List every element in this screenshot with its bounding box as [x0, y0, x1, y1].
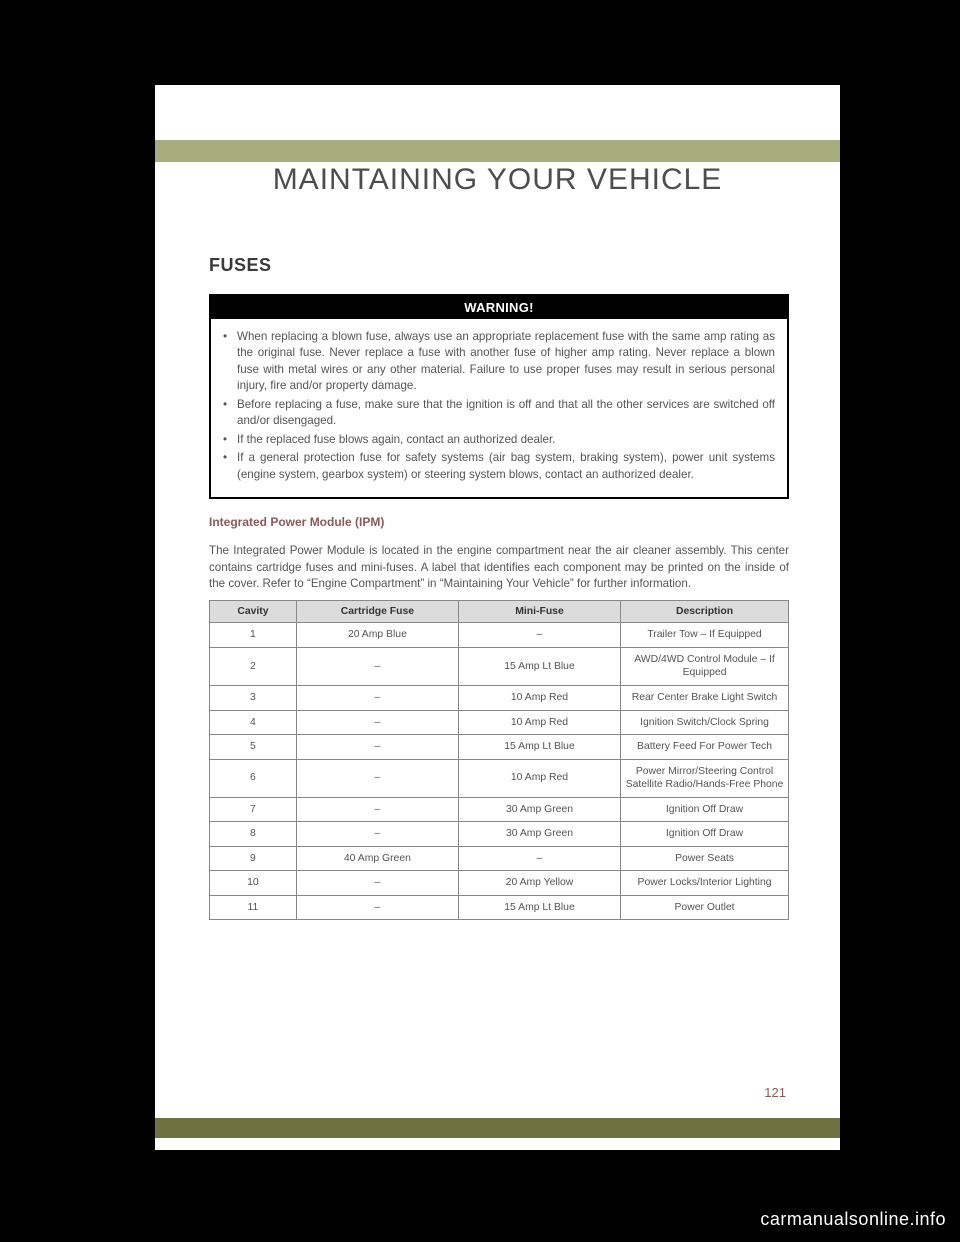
warning-item: If a general protection fuse for safety … [223, 450, 775, 483]
watermark-text: carmanualsonline.info [760, 1209, 946, 1230]
table-header: Description [621, 601, 789, 623]
table-cell: – [296, 797, 458, 822]
warning-body: When replacing a blown fuse, always use … [211, 319, 787, 497]
warning-box: WARNING! When replacing a blown fuse, al… [209, 294, 789, 499]
table-cell: – [458, 846, 620, 871]
warning-item: Before replacing a fuse, make sure that … [223, 397, 775, 430]
table-cell: Battery Feed For Power Tech [621, 735, 789, 760]
table-cell: Ignition Off Draw [621, 822, 789, 847]
warning-item: When replacing a blown fuse, always use … [223, 329, 775, 395]
fuse-table: Cavity Cartridge Fuse Mini-Fuse Descript… [209, 600, 789, 920]
table-header-row: Cavity Cartridge Fuse Mini-Fuse Descript… [210, 601, 789, 623]
table-row: 8 – 30 Amp Green Ignition Off Draw [210, 822, 789, 847]
table-row: 1 20 Amp Blue – Trailer Tow – If Equippe… [210, 623, 789, 648]
warning-header: WARNING! [211, 296, 787, 319]
page-number: 121 [764, 1085, 786, 1100]
table-cell: 9 [210, 846, 297, 871]
table-cell: 15 Amp Lt Blue [458, 895, 620, 920]
table-cell: Power Locks/Interior Lighting [621, 871, 789, 896]
table-cell: 10 Amp Red [458, 710, 620, 735]
table-cell: 20 Amp Blue [296, 623, 458, 648]
body-paragraph: The Integrated Power Module is located i… [209, 543, 789, 592]
warning-list: When replacing a blown fuse, always use … [223, 329, 775, 483]
table-row: 6 – 10 Amp Red Power Mirror/Steering Con… [210, 759, 789, 797]
table-cell: – [296, 822, 458, 847]
table-row: 11 – 15 Amp Lt Blue Power Outlet [210, 895, 789, 920]
table-cell: 10 Amp Red [458, 759, 620, 797]
table-cell: 11 [210, 895, 297, 920]
table-cell: 8 [210, 822, 297, 847]
footer-accent-bar [155, 1118, 840, 1138]
table-cell: 7 [210, 797, 297, 822]
table-cell: – [296, 895, 458, 920]
table-cell: 2 [210, 647, 297, 685]
table-row: 10 – 20 Amp Yellow Power Locks/Interior … [210, 871, 789, 896]
table-cell: – [296, 759, 458, 797]
table-row: 5 – 15 Amp Lt Blue Battery Feed For Powe… [210, 735, 789, 760]
table-header: Cavity [210, 601, 297, 623]
table-cell: 15 Amp Lt Blue [458, 647, 620, 685]
content-area: FUSES WARNING! When replacing a blown fu… [209, 255, 789, 920]
table-cell: 15 Amp Lt Blue [458, 735, 620, 760]
table-cell: 30 Amp Green [458, 797, 620, 822]
table-cell: 30 Amp Green [458, 822, 620, 847]
table-row: 7 – 30 Amp Green Ignition Off Draw [210, 797, 789, 822]
table-header: Cartridge Fuse [296, 601, 458, 623]
table-cell: Power Mirror/Steering Control Satellite … [621, 759, 789, 797]
table-cell: – [296, 735, 458, 760]
page: MAINTAINING YOUR VEHICLE FUSES WARNING! … [155, 85, 840, 1150]
subheading: Integrated Power Module (IPM) [209, 515, 789, 529]
table-cell: 3 [210, 685, 297, 710]
table-row: 3 – 10 Amp Red Rear Center Brake Light S… [210, 685, 789, 710]
table-cell: AWD/4WD Control Module – If Equipped [621, 647, 789, 685]
warning-item: If the replaced fuse blows again, contac… [223, 432, 775, 448]
table-cell: Rear Center Brake Light Switch [621, 685, 789, 710]
table-header: Mini-Fuse [458, 601, 620, 623]
table-row: 9 40 Amp Green – Power Seats [210, 846, 789, 871]
table-cell: Ignition Switch/Clock Spring [621, 710, 789, 735]
table-cell: 40 Amp Green [296, 846, 458, 871]
table-cell: – [458, 623, 620, 648]
table-cell: – [296, 871, 458, 896]
table-cell: Ignition Off Draw [621, 797, 789, 822]
table-cell: Power Outlet [621, 895, 789, 920]
table-cell: Trailer Tow – If Equipped [621, 623, 789, 648]
table-cell: 4 [210, 710, 297, 735]
table-cell: – [296, 647, 458, 685]
binding-strip [145, 85, 155, 1150]
table-cell: – [296, 685, 458, 710]
section-heading: FUSES [209, 255, 789, 276]
table-cell: Power Seats [621, 846, 789, 871]
header-accent-bar [155, 140, 840, 162]
table-cell: 20 Amp Yellow [458, 871, 620, 896]
table-cell: 5 [210, 735, 297, 760]
table-cell: 10 [210, 871, 297, 896]
table-row: 4 – 10 Amp Red Ignition Switch/Clock Spr… [210, 710, 789, 735]
table-body: 1 20 Amp Blue – Trailer Tow – If Equippe… [210, 623, 789, 920]
table-cell: 1 [210, 623, 297, 648]
table-cell: – [296, 710, 458, 735]
chapter-title: MAINTAINING YOUR VEHICLE [155, 163, 840, 197]
table-cell: 6 [210, 759, 297, 797]
table-row: 2 – 15 Amp Lt Blue AWD/4WD Control Modul… [210, 647, 789, 685]
table-cell: 10 Amp Red [458, 685, 620, 710]
